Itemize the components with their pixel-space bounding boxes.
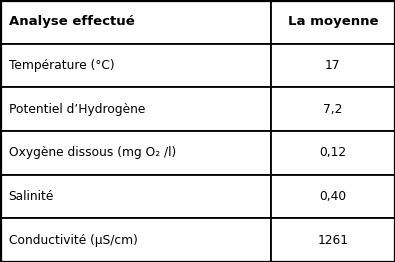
Text: 17: 17 — [325, 59, 340, 72]
Bar — [0, 131, 271, 175]
Bar — [271, 131, 395, 175]
Text: Analyse effectué: Analyse effectué — [9, 15, 134, 28]
Bar — [271, 44, 395, 87]
Text: Salinité: Salinité — [9, 190, 54, 203]
Bar — [271, 218, 395, 262]
Text: Température (°C): Température (°C) — [9, 59, 114, 72]
Bar — [0, 87, 271, 131]
Text: Conductivité (µS/cm): Conductivité (µS/cm) — [9, 234, 137, 247]
Text: 0,40: 0,40 — [319, 190, 346, 203]
Text: La moyenne: La moyenne — [288, 15, 378, 28]
Text: 0,12: 0,12 — [319, 146, 346, 159]
Bar — [0, 44, 271, 87]
Bar — [0, 0, 271, 44]
Text: Oxygène dissous (mg O₂ /l): Oxygène dissous (mg O₂ /l) — [9, 146, 176, 159]
Text: 7,2: 7,2 — [323, 103, 342, 116]
Text: 1261: 1261 — [317, 234, 348, 247]
Text: Potentiel d’Hydrogène: Potentiel d’Hydrogène — [9, 103, 145, 116]
Bar — [0, 175, 271, 218]
Bar — [0, 218, 271, 262]
Bar — [271, 87, 395, 131]
Bar — [271, 175, 395, 218]
Bar — [271, 0, 395, 44]
